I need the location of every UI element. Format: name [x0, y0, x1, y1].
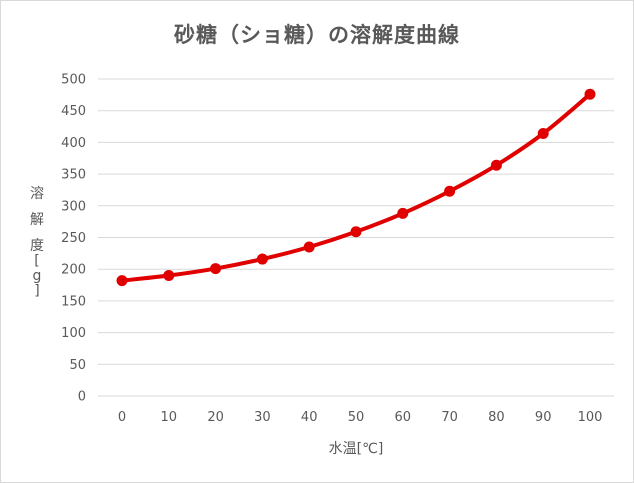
- y-axis-label: 溶解度[g]: [30, 186, 44, 299]
- x-tick-label: 50: [348, 410, 365, 425]
- y-tick-label: 400: [61, 136, 86, 151]
- y-tick-label: 200: [61, 263, 86, 278]
- x-tick-label: 40: [301, 410, 318, 425]
- data-point: [116, 275, 128, 287]
- x-tick-label: 100: [578, 410, 603, 425]
- series-line: [120, 92, 592, 283]
- y-tick-label: 50: [69, 358, 86, 373]
- y-tick-label: 500: [61, 73, 86, 88]
- x-axis-label: 水温[℃]: [329, 441, 384, 457]
- data-point: [163, 270, 175, 282]
- data-point: [584, 88, 596, 100]
- y-tick-label: 100: [61, 326, 86, 341]
- x-tick-label: 10: [161, 410, 178, 425]
- y-tick-label: 0: [78, 390, 86, 405]
- x-tick-label: 70: [441, 410, 458, 425]
- y-tick-label: 350: [61, 168, 86, 183]
- data-point: [537, 128, 549, 140]
- x-tick-label: 90: [535, 410, 552, 425]
- data-point: [397, 207, 409, 219]
- x-tick-label: 60: [395, 410, 412, 425]
- data-point: [256, 253, 268, 265]
- data-point: [303, 241, 315, 253]
- data-point: [210, 263, 222, 275]
- y-tick-label: 150: [61, 294, 86, 309]
- y-tick-label: 250: [61, 231, 86, 246]
- chart-title: 砂糖（ショ糖）の溶解度曲線: [174, 23, 460, 47]
- data-point: [490, 159, 502, 171]
- x-tick-label: 20: [207, 410, 224, 425]
- y-tick-label: 300: [61, 199, 86, 214]
- x-tick-label: 80: [488, 410, 505, 425]
- x-tick-label: 0: [118, 410, 126, 425]
- data-point: [350, 226, 362, 238]
- y-tick-label: 450: [61, 104, 86, 119]
- x-tick-label: 30: [254, 410, 271, 425]
- data-point: [444, 185, 456, 197]
